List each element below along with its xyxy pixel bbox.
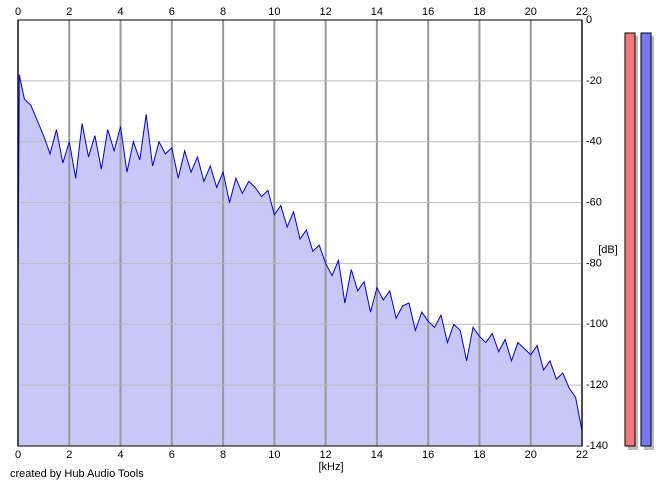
- spectrum-area: [18, 74, 582, 447]
- level-meter-right: [640, 32, 652, 447]
- y-tick-label: 0: [586, 14, 592, 26]
- x-tick-label: 6: [169, 449, 175, 461]
- y-tick-label: -20: [586, 75, 602, 87]
- x-tick-label: 16: [422, 6, 434, 18]
- x-tick-label: 20: [525, 6, 537, 18]
- x-tick-label: 2: [66, 6, 72, 18]
- y-tick-label: -80: [586, 257, 602, 269]
- plot-frame: [17, 19, 583, 447]
- x-tick-label: 0: [15, 6, 21, 18]
- y-tick-label: -100: [586, 318, 608, 330]
- spectrum-line: [17, 74, 583, 431]
- y-axis-label: [dB]: [598, 244, 618, 256]
- x-tick-label: 4: [117, 6, 123, 18]
- y-tick-label: -40: [586, 136, 602, 148]
- credit: created by Hub Audio Tools: [10, 468, 144, 480]
- x-tick-label: 18: [473, 449, 485, 461]
- x-tick-label: 6: [169, 6, 175, 18]
- x-tick-label: 18: [473, 6, 485, 18]
- x-tick-label: 0: [15, 449, 21, 461]
- y-tick-label: -120: [586, 379, 608, 391]
- level-meter-left: [624, 32, 636, 447]
- x-tick-label: 14: [371, 6, 383, 18]
- x-tick-label: 8: [220, 449, 226, 461]
- x-tick-label: 22: [576, 449, 588, 461]
- y-tick-label: -60: [586, 196, 602, 208]
- x-tick-label: 22: [576, 6, 588, 18]
- x-tick-label: 4: [117, 449, 123, 461]
- x-tick-label: 2: [66, 449, 72, 461]
- x-tick-label: 10: [268, 449, 280, 461]
- y-tick-label: -140: [586, 440, 608, 452]
- x-tick-label: 10: [268, 6, 280, 18]
- x-tick-label: 12: [320, 449, 332, 461]
- x-tick-label: 16: [422, 449, 434, 461]
- x-tick-label: 12: [320, 6, 332, 18]
- x-tick-label: 14: [371, 449, 383, 461]
- x-tick-label: 8: [220, 6, 226, 18]
- x-tick-label: 20: [525, 449, 537, 461]
- x-axis-label: [kHz]: [318, 461, 343, 473]
